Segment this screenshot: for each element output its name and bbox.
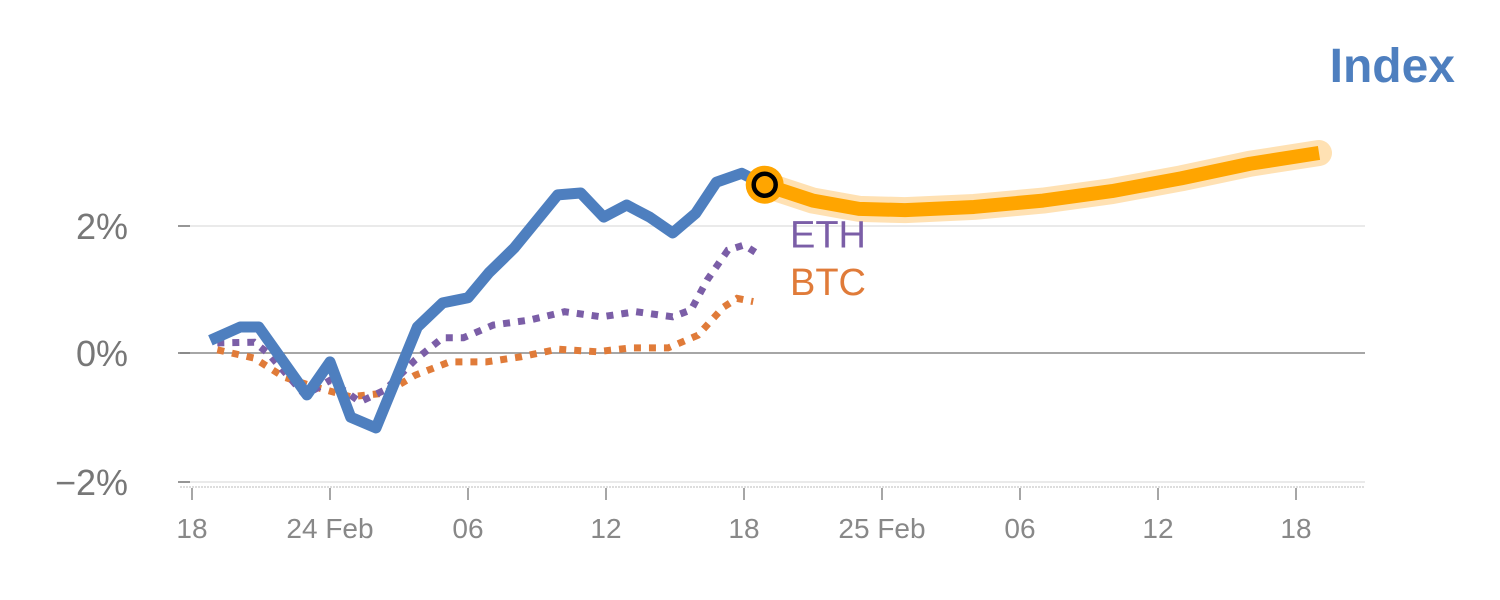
forecast-line <box>762 146 1321 218</box>
x-tick-label: 18 <box>176 513 207 544</box>
x-tick-label: 24 Feb <box>286 513 373 544</box>
y-tick-label: 0% <box>76 333 128 374</box>
chart-title: Index <box>1330 40 1456 93</box>
btc-line <box>216 294 754 401</box>
x-tick-label: 18 <box>728 513 759 544</box>
eth-line <box>217 241 762 406</box>
x-tick-label: 12 <box>1142 513 1173 544</box>
btc-label: BTC <box>790 262 866 304</box>
y-tick-label: −2% <box>55 462 128 503</box>
grid: 2% 0% −2% 18 24 Feb 06 12 18 25 Feb 06 12 18 <box>55 206 1365 544</box>
series-layer <box>208 139 1332 434</box>
x-tick-label: 06 <box>452 513 483 544</box>
index-line <box>208 167 768 434</box>
current-point-marker <box>751 171 778 198</box>
x-tick-label: 12 <box>590 513 621 544</box>
x-tick-label: 25 Feb <box>838 513 925 544</box>
x-tick-label: 18 <box>1280 513 1311 544</box>
eth-label: ETH <box>790 215 866 257</box>
series-labels: ETH BTC <box>790 215 866 305</box>
x-tick-label: 06 <box>1004 513 1035 544</box>
y-tick-label: 2% <box>76 206 128 247</box>
